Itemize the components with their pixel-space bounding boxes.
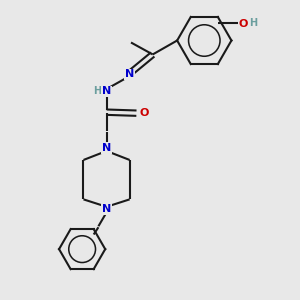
Text: N: N: [102, 204, 111, 214]
Text: O: O: [140, 108, 149, 118]
Text: N: N: [125, 69, 134, 80]
Text: O: O: [238, 19, 248, 29]
Text: H: H: [93, 86, 101, 96]
Text: N: N: [102, 143, 111, 153]
Text: H: H: [249, 18, 257, 28]
Text: N: N: [102, 86, 111, 96]
